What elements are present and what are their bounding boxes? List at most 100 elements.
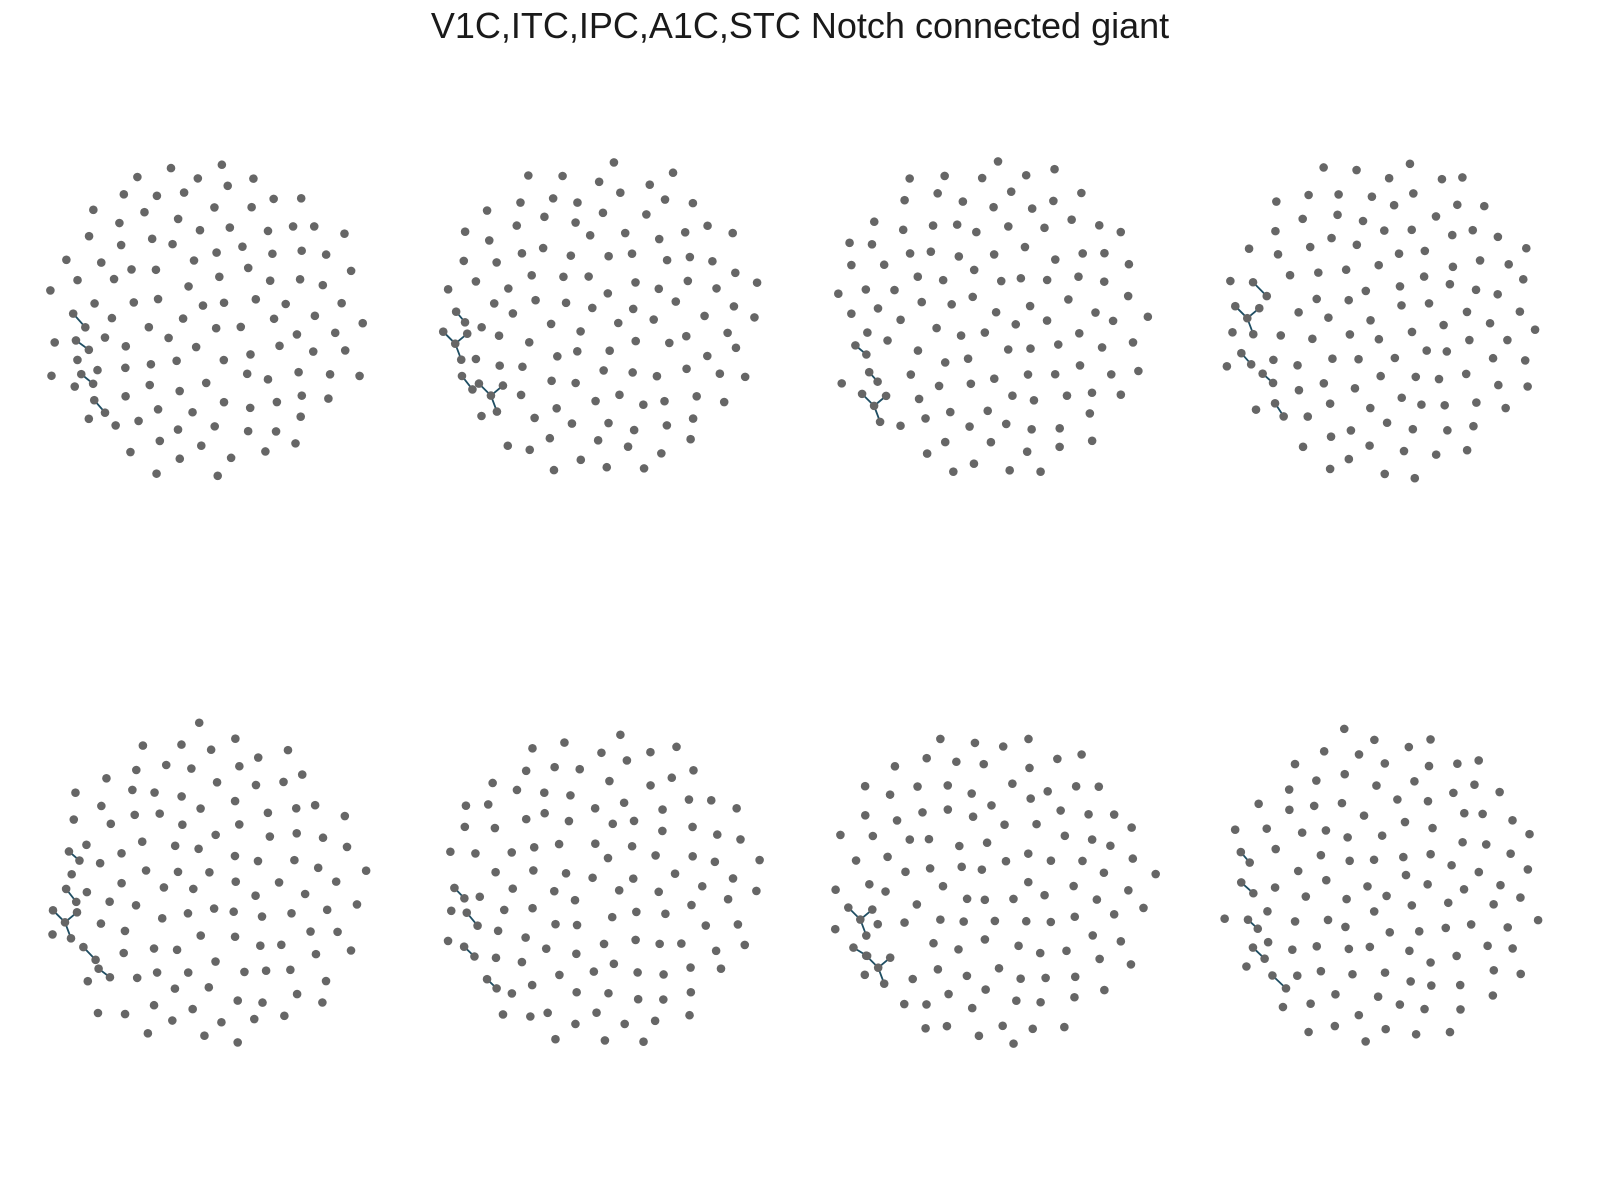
network-node <box>1350 384 1360 393</box>
network-node <box>152 968 162 977</box>
network-node <box>524 337 534 347</box>
network-node <box>518 362 527 372</box>
network-node <box>1124 259 1134 269</box>
network-node <box>527 271 537 280</box>
network-node <box>210 422 220 431</box>
network-node <box>340 346 350 355</box>
network-node <box>93 1008 103 1018</box>
network-node <box>603 289 613 298</box>
network-node <box>1222 361 1232 371</box>
network-node <box>1366 315 1375 325</box>
network-node <box>633 994 643 1004</box>
network-node <box>1345 856 1354 866</box>
network-node <box>177 740 186 749</box>
figure-title: V1C,ITC,IPC,A1C,STC Notch connected gian… <box>430 5 1170 46</box>
network-node <box>149 1000 159 1010</box>
network-node <box>639 1037 648 1047</box>
network-node <box>1488 991 1498 1000</box>
network-node <box>1006 187 1016 196</box>
network-node <box>94 964 103 974</box>
network-node <box>1389 200 1399 210</box>
network-node <box>215 272 224 282</box>
network-node <box>128 785 137 795</box>
network-node <box>615 390 624 400</box>
network-node <box>692 391 701 401</box>
network-node <box>629 425 639 435</box>
network-node <box>121 363 130 373</box>
network-node <box>1004 222 1013 231</box>
network-node <box>657 449 666 458</box>
network-node <box>1462 307 1472 317</box>
network-node <box>1495 787 1504 797</box>
network-node <box>269 314 279 324</box>
network-node <box>869 217 879 227</box>
network-node <box>875 417 885 427</box>
network-node <box>1271 226 1280 236</box>
network-node <box>1384 173 1394 183</box>
network-node <box>119 190 129 199</box>
network-node <box>1134 366 1143 376</box>
network-node <box>928 221 938 230</box>
network-node <box>873 963 883 972</box>
network-node <box>46 286 55 295</box>
network-node <box>1028 1024 1038 1034</box>
network-node <box>540 808 549 818</box>
network-node <box>1109 909 1119 919</box>
network-node <box>1354 750 1364 759</box>
network-node <box>589 967 599 976</box>
network-node <box>750 313 759 322</box>
network-node <box>1284 785 1294 794</box>
network-node <box>286 965 295 975</box>
network-node <box>342 842 352 852</box>
network-node <box>688 198 698 208</box>
network-node <box>507 989 517 998</box>
network-node <box>355 371 364 381</box>
network-node <box>1501 403 1510 413</box>
network-node <box>1236 878 1246 887</box>
network-node <box>881 391 891 401</box>
network-node <box>1369 855 1379 865</box>
network-node <box>460 894 469 903</box>
network-node <box>1106 370 1116 379</box>
network-node <box>732 804 741 813</box>
network-node <box>604 251 613 261</box>
network-node <box>1055 423 1065 433</box>
network-node <box>1042 316 1052 325</box>
network-node <box>1005 466 1014 475</box>
network-node <box>1319 379 1329 388</box>
network-node <box>989 374 999 384</box>
network-node <box>588 873 597 883</box>
network-node <box>292 989 302 999</box>
network-node <box>1503 335 1512 345</box>
network-node <box>1050 369 1060 379</box>
network-node <box>977 865 987 874</box>
network-node <box>650 1016 660 1026</box>
network-node <box>989 202 998 212</box>
network-node <box>96 919 106 928</box>
network-node <box>1395 1000 1405 1009</box>
network-node <box>1046 856 1056 866</box>
network-node <box>715 369 725 378</box>
network-node <box>847 260 856 270</box>
network-node <box>443 285 453 294</box>
network-node <box>686 987 696 997</box>
network-node <box>1268 971 1277 980</box>
network-node <box>883 336 892 345</box>
network-node <box>173 425 183 434</box>
network-node <box>253 856 263 866</box>
network-node <box>1271 844 1280 854</box>
network-node <box>473 921 482 930</box>
network-node <box>688 414 698 423</box>
network-node <box>551 1034 560 1044</box>
network-node <box>593 436 603 445</box>
network-node <box>572 920 582 930</box>
network-node <box>860 810 870 820</box>
network-node <box>1367 192 1377 201</box>
network-node <box>1272 197 1281 206</box>
network-node <box>1459 808 1469 818</box>
network-node <box>609 959 619 969</box>
network-node <box>873 304 883 313</box>
network-node <box>1032 819 1041 829</box>
network-node <box>952 757 961 767</box>
network-node <box>968 292 978 302</box>
